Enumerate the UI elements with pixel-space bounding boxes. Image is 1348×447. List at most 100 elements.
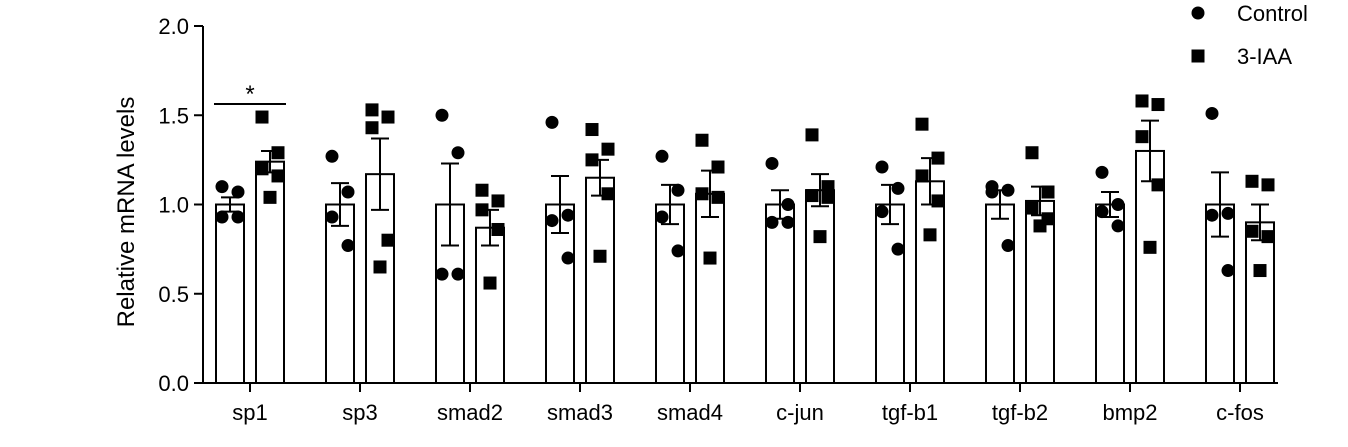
bar-3-iaa-smad2 <box>475 226 505 384</box>
axes: 0.0 0.5 1.0 1.5 2.0 sp1 sp3 smad2 smad3 smad4 c-ju… <box>158 14 1278 425</box>
y-tick-label: 2.0 <box>158 14 189 39</box>
point-3-iaa <box>491 222 505 236</box>
legend-label: 3-IAA <box>1237 44 1292 69</box>
data-points <box>215 94 1275 290</box>
point-3-iaa <box>1135 130 1149 144</box>
point-3-iaa <box>805 189 819 203</box>
bar-control-tgf-b1 <box>875 203 905 384</box>
point-3-iaa <box>483 276 497 290</box>
x-tick-label: smad4 <box>657 400 723 425</box>
legend-marker-control <box>1191 6 1205 20</box>
point-control <box>1001 183 1015 197</box>
point-control <box>1205 106 1219 120</box>
point-3-iaa <box>365 121 379 135</box>
point-3-iaa <box>263 190 277 204</box>
bar-control-tgf-b2 <box>985 203 1015 384</box>
point-control <box>781 198 795 211</box>
point-control <box>891 181 905 195</box>
point-control <box>215 180 229 194</box>
y-tick-label: 0.0 <box>158 371 189 396</box>
point-control <box>435 108 449 122</box>
point-3-iaa <box>1033 219 1047 233</box>
x-tick-label: c-fos <box>1216 400 1264 425</box>
bar-control-bmp2 <box>1095 203 1125 384</box>
bar-3-iaa-tgf-b1 <box>915 180 945 384</box>
y-tick-label: 0.5 <box>158 282 189 307</box>
point-control <box>875 160 889 174</box>
point-3-iaa <box>915 169 929 183</box>
point-control <box>655 210 669 224</box>
bar-control-c-fos <box>1205 203 1235 384</box>
point-3-iaa <box>1151 98 1165 112</box>
point-3-iaa <box>593 249 607 263</box>
point-control <box>231 185 245 199</box>
point-3-iaa <box>365 103 379 117</box>
point-control <box>215 210 229 224</box>
significance-label: * <box>245 81 254 108</box>
point-control <box>325 210 339 224</box>
point-3-iaa <box>1041 185 1055 199</box>
point-control <box>891 242 905 256</box>
bar-3-iaa-smad3 <box>585 176 615 384</box>
point-control <box>1221 264 1235 278</box>
point-control <box>655 149 669 163</box>
point-3-iaa <box>813 230 827 244</box>
point-3-iaa <box>1143 240 1157 254</box>
point-control <box>1205 208 1219 222</box>
point-control <box>765 215 779 229</box>
point-control <box>1001 239 1015 253</box>
bar-3-iaa-c-jun <box>805 189 835 384</box>
bar-3-iaa-smad4 <box>695 192 725 384</box>
point-control <box>545 115 559 129</box>
x-tick-label: sp1 <box>232 400 267 425</box>
point-control <box>781 215 795 229</box>
point-control <box>1111 198 1125 211</box>
point-3-iaa <box>711 160 725 174</box>
point-control <box>325 149 339 163</box>
point-3-iaa <box>1025 201 1039 215</box>
point-control <box>451 146 465 160</box>
y-tick-label: 1.5 <box>158 103 189 128</box>
point-3-iaa <box>255 110 269 124</box>
bar-control-smad3 <box>545 203 575 384</box>
point-3-iaa <box>601 187 615 201</box>
point-3-iaa <box>1261 178 1275 192</box>
bar-control-sp3 <box>325 203 355 384</box>
point-3-iaa <box>695 133 709 147</box>
point-3-iaa <box>585 153 599 167</box>
legend-marker-3-iaa <box>1191 49 1205 63</box>
point-3-iaa <box>1245 174 1259 188</box>
point-3-iaa <box>271 146 285 160</box>
point-3-iaa <box>931 194 945 208</box>
point-control <box>1221 206 1235 220</box>
point-3-iaa <box>601 142 615 156</box>
y-tick-label: 1.0 <box>158 193 189 218</box>
point-3-iaa <box>1245 224 1259 238</box>
point-control <box>341 239 355 253</box>
point-control <box>435 267 449 281</box>
point-3-iaa <box>255 162 269 176</box>
point-control <box>1095 165 1109 179</box>
annotations: * <box>214 81 286 108</box>
point-control <box>545 214 559 228</box>
point-3-iaa <box>373 260 387 274</box>
point-control <box>765 156 779 170</box>
x-tick-label: sp3 <box>342 400 377 425</box>
point-3-iaa <box>695 187 709 201</box>
point-3-iaa <box>931 151 945 165</box>
point-3-iaa <box>1025 146 1039 160</box>
point-control <box>561 208 575 222</box>
point-control <box>561 251 575 265</box>
bar-control-sp1 <box>215 203 245 384</box>
bar-control-c-jun <box>765 203 795 384</box>
point-3-iaa <box>703 251 717 265</box>
bar-3-iaa-c-fos <box>1245 221 1275 384</box>
point-3-iaa <box>381 110 395 124</box>
point-3-iaa <box>491 194 505 208</box>
point-control <box>875 205 889 219</box>
y-axis-title: Relative mRNA levels <box>113 97 140 328</box>
point-3-iaa <box>1253 264 1267 278</box>
x-tick-label: tgf-b2 <box>992 400 1048 425</box>
point-3-iaa <box>475 183 489 197</box>
